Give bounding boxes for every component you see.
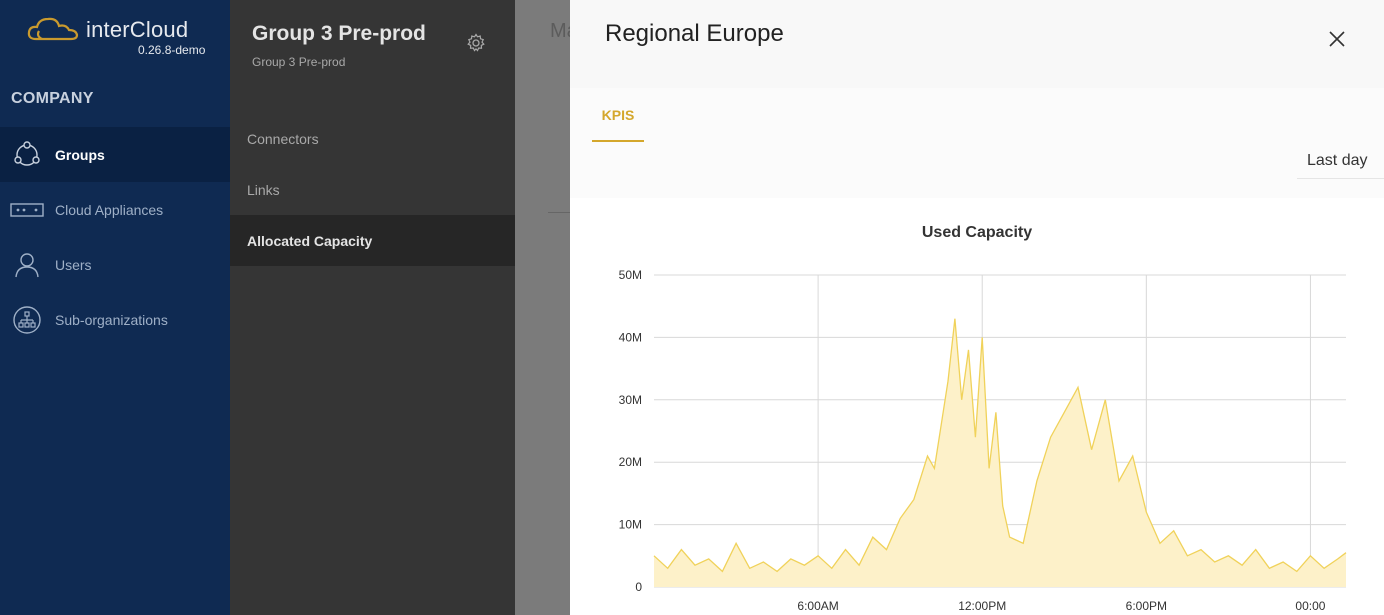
kpi-drawer: Regional Europe KPIS Last day Used Capac… [570, 0, 1384, 615]
sidebar-item-label: Users [55, 256, 92, 273]
panel-item-connectors[interactable]: Connectors [230, 113, 515, 164]
y-tick-label: 40M [619, 330, 642, 344]
x-tick-label: 6:00PM [1126, 599, 1167, 613]
y-tick-label: 50M [619, 268, 642, 282]
drawer-title: Regional Europe [605, 20, 784, 47]
used-capacity-chart: Used Capacity 0 10M 20M 30M 40M 50M 6:00AM 12:00… [570, 198, 1384, 615]
sidebar: interCloud 0.26.8-demo COMPANY Groups Cl… [0, 0, 230, 615]
appliance-icon [10, 195, 44, 225]
sidebar-item-cloud-appliances[interactable]: Cloud Appliances [0, 182, 230, 237]
group-subtitle: Group 3 Pre-prod [252, 55, 346, 69]
user-icon [10, 250, 44, 280]
panel-item-links[interactable]: Links [230, 164, 515, 215]
intercloud-logo[interactable]: interCloud 0.26.8-demo [26, 14, 206, 58]
app-version: 0.26.8-demo [138, 43, 206, 57]
tab-bar: KPIS Last day [570, 88, 1384, 198]
modal-overlay[interactable]: Ma [515, 0, 578, 615]
close-icon [1329, 31, 1345, 47]
sidebar-item-label: Sub-organizations [55, 311, 168, 328]
y-tick-label: 20M [619, 455, 642, 469]
divider [548, 212, 570, 213]
groups-icon [10, 140, 44, 170]
panel-item-label: Links [247, 181, 280, 198]
y-tick-label: 10M [619, 518, 642, 532]
group-panel: Group 3 Pre-prod Group 3 Pre-prod Connec… [230, 0, 515, 615]
company-section-label: COMPANY [11, 90, 94, 107]
panel-item-label: Allocated Capacity [247, 232, 373, 249]
period-select[interactable]: Last day [1297, 151, 1384, 179]
gear-icon[interactable] [466, 33, 486, 53]
org-icon [10, 305, 44, 335]
sidebar-item-groups[interactable]: Groups [0, 127, 230, 182]
y-tick-label: 0 [635, 580, 642, 594]
group-title: Group 3 Pre-prod [252, 22, 426, 45]
sidebar-item-label: Cloud Appliances [55, 201, 164, 218]
chart-title: Used Capacity [922, 224, 1032, 241]
panel-item-allocated-capacity[interactable]: Allocated Capacity [230, 215, 515, 266]
close-button[interactable] [1326, 28, 1348, 50]
x-tick-label: 12:00PM [958, 599, 1006, 613]
sidebar-item-label: Groups [55, 146, 105, 163]
app-name: interCloud [86, 17, 189, 42]
drawer-header: Regional Europe [570, 0, 1384, 88]
y-tick-label: 30M [619, 393, 642, 407]
x-tick-label: 00:00 [1295, 599, 1325, 613]
sidebar-item-sub-organizations[interactable]: Sub-organizations [0, 292, 230, 347]
tab-kpis[interactable]: KPIS [592, 106, 644, 142]
series-line [653, 318, 1347, 573]
x-tick-label: 6:00AM [797, 599, 838, 613]
chart-svg: Used Capacity 0 10M 20M 30M 40M 50M 6:00AM 12:00… [619, 224, 1347, 613]
panel-item-label: Connectors [247, 130, 319, 147]
series-area [654, 318, 1346, 587]
sidebar-item-users[interactable]: Users [0, 237, 230, 292]
cloud-logo-icon [27, 17, 79, 41]
